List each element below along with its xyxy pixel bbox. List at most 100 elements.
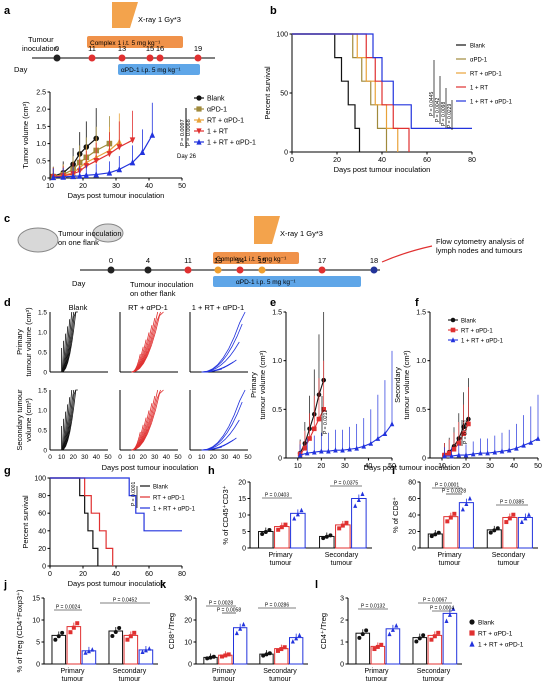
survival-curve — [50, 477, 182, 532]
y-axis-label-line: tumour volume (cm³) — [402, 350, 411, 420]
ylabel-line: tumour volume (cm³) — [24, 307, 33, 377]
y-axis-label-line: % of CD8⁺ — [391, 497, 400, 533]
data-point — [208, 655, 213, 660]
data-point — [282, 645, 287, 650]
timeline-c-day: Day — [72, 279, 86, 288]
legend-marker — [469, 640, 475, 647]
timeline-day-label: 16 — [156, 44, 164, 53]
p-value: P = 0.0132 — [361, 604, 385, 610]
y-tick-label: 20 — [184, 618, 192, 625]
y-tick-label: 15 — [238, 496, 246, 503]
p-value: P = 0.0452 — [113, 598, 137, 604]
inoc-other-label: Tumour inoculation on other flank — [130, 280, 194, 298]
data-point — [467, 496, 472, 501]
category-label-line: tumour — [498, 560, 520, 567]
legend-label: RT + αPD-1 — [470, 72, 502, 78]
y-tick-label: 0.5 — [38, 350, 47, 357]
x-tick-label: 10 — [46, 183, 54, 190]
legend-label: 1 + RT + αPD-1 — [478, 642, 524, 649]
complex-c-bar — [213, 252, 299, 264]
data-point — [504, 520, 509, 525]
data-point — [319, 448, 324, 454]
data-point — [354, 445, 359, 451]
y-tick-label: 2.5 — [36, 90, 46, 97]
day-annotation: Day 26 — [177, 154, 197, 160]
p-value: P = 0.0328 — [442, 489, 466, 495]
timeline-c: Tumour inoculation on one flank X-ray 1 G… — [17, 216, 525, 298]
data-point — [128, 634, 133, 639]
category-label: Primary tumour — [60, 668, 85, 683]
x-tick-label: 40 — [112, 571, 120, 578]
p-value: P = 0.0286 — [265, 603, 289, 609]
y-tick-label: 0.5 — [38, 428, 47, 435]
data-point — [106, 151, 113, 158]
y-axis-label: Secondarytumour volume (cm³) — [393, 350, 411, 420]
data-point — [379, 642, 384, 647]
x-tick-label: 20 — [317, 463, 325, 470]
data-point — [223, 653, 228, 658]
timeline-day-label: 18 — [370, 256, 378, 265]
timeline-a-days: 0 11 13 15 16 19 — [53, 44, 202, 62]
timeline-day-label: 4 — [146, 256, 150, 265]
timeline-day-dot — [118, 54, 126, 62]
category-label: Primary tumour — [437, 552, 462, 567]
col-header: 1 + RT + αPD-1 — [192, 303, 244, 312]
p-value: P = 0.0004 — [430, 606, 454, 612]
x-tick-label: 10 — [58, 454, 66, 461]
data-point — [290, 639, 295, 644]
small-multiple: 0 0.5 1.0 1.5 0 10 20 30 40 50 — [38, 388, 112, 462]
category-label-line: Secondary — [325, 552, 359, 559]
p-value: P = 0.0212 — [323, 410, 329, 434]
survival-curve — [292, 33, 410, 152]
legend-label: 1 + RT + αPD-1 — [207, 140, 256, 147]
data-point — [93, 171, 99, 178]
inoc-one-label: Tumour inoculation on one flank — [58, 229, 122, 247]
data-point — [429, 534, 434, 539]
panel-label-i: i — [392, 465, 395, 477]
p-value: P = 0.0403 — [265, 493, 289, 499]
timeline-day-dot — [107, 266, 115, 274]
data-point — [328, 533, 333, 538]
x-tick-label: 20 — [210, 454, 218, 461]
y-tick-label: 1.0 — [38, 408, 47, 415]
data-point — [463, 452, 469, 458]
data-point — [344, 520, 349, 525]
data-point — [444, 618, 449, 623]
data-point — [90, 647, 95, 652]
data-point — [143, 647, 148, 653]
category-label-line: Secondary — [417, 668, 451, 675]
data-point — [292, 516, 297, 521]
p-value: P = 0.0001 — [463, 420, 469, 444]
category-label-line: Secondary — [492, 552, 526, 559]
timeline-day-label: 11 — [88, 44, 96, 53]
data-point — [294, 635, 299, 641]
ylabel-line: volume (cm³) — [24, 398, 33, 442]
data-point — [340, 447, 345, 453]
legend-label: 1 + RT + αPD-1 — [461, 339, 504, 345]
timeline-day-dot — [156, 54, 164, 62]
chart-f: 10 20 30 40 50 0 0.5 1.0 1.5 Secondarytumour volu… — [393, 310, 542, 471]
x-tick-label: 20 — [79, 571, 87, 578]
data-point — [68, 630, 73, 635]
p-value: P = 0.0042 — [435, 98, 441, 122]
data-point — [149, 131, 156, 138]
data-point — [297, 632, 302, 638]
data-point — [139, 148, 146, 155]
y-tick-label: 0.5 — [416, 407, 426, 414]
data-point — [446, 450, 452, 456]
y-tick-label: 0 — [42, 564, 46, 571]
y-tick-label: 0.5 — [36, 158, 46, 165]
y-tick-label: 40 — [38, 528, 46, 535]
panel-label-a: a — [4, 5, 11, 17]
y-axis-label: % of CD8⁺ — [391, 497, 400, 533]
data-point — [70, 172, 76, 180]
x-tick-label: 30 — [151, 454, 159, 461]
y-tick-label: 5 — [36, 640, 40, 647]
y-tick-label: 15 — [32, 596, 40, 603]
data-point — [448, 515, 453, 520]
y-axis-label: % of CD45⁺CD3⁺ — [221, 485, 230, 544]
timeline-a-day: Day — [14, 65, 28, 74]
data-point — [456, 452, 462, 458]
